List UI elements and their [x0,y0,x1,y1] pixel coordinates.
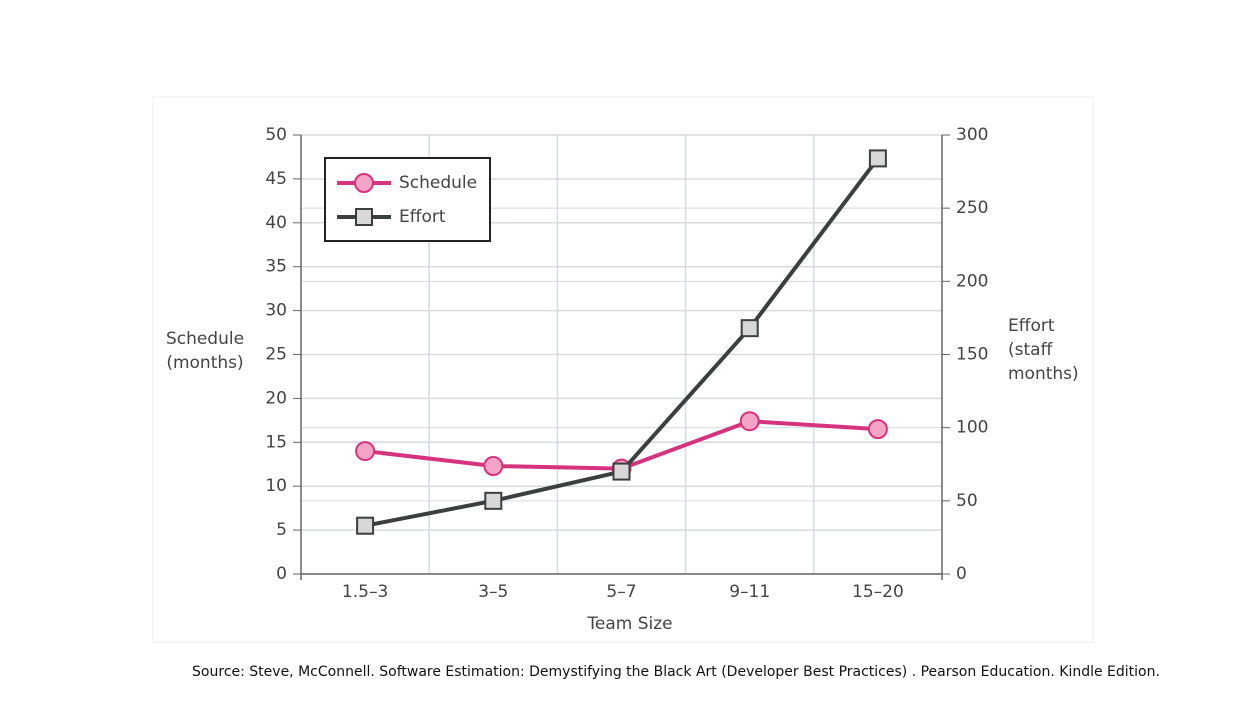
data-point [356,516,375,535]
data-point [484,491,503,510]
y-tick-label: 20 [265,388,287,408]
y-tick-label: 5 [276,520,287,540]
x-tick-label: 3–5 [478,582,508,602]
legend-label: Effort [399,207,446,227]
source-note: Source: Steve, McConnell. Software Estim… [192,664,1160,680]
y2-axis-label: (staff [1008,340,1054,360]
x-tick-label: 15–20 [852,582,904,602]
x-tick-label: 9–11 [729,582,770,602]
data-point [355,441,376,462]
y2-tick-label: 250 [956,198,988,218]
y-tick-label: 30 [265,301,287,321]
y-tick-label: 0 [276,564,287,584]
y-tick-label: 45 [265,169,287,189]
y-tick-label: 25 [265,345,287,365]
y2-tick-label: 0 [956,564,967,584]
legend-marker [355,208,373,226]
data-point [868,149,887,168]
data-point [612,462,631,481]
y-tick-label: 35 [265,257,287,277]
y-axis-label: Schedule [166,329,244,349]
y2-tick-label: 300 [956,125,988,145]
y2-tick-label: 200 [956,271,988,291]
y2-tick-label: 100 [956,418,988,438]
data-point [740,319,759,338]
y2-tick-label: 150 [956,345,988,365]
data-point [739,411,760,432]
y2-axis-label: months) [1008,364,1079,384]
data-point [483,456,504,477]
chart-panel [152,96,1094,643]
y2-tick-label: 50 [956,491,978,511]
y-tick-label: 50 [265,125,287,145]
legend-box [324,157,491,242]
x-axis-label: Team Size [586,614,672,634]
x-tick-label: 1.5–3 [342,582,388,602]
data-point [867,419,888,440]
x-tick-label: 5–7 [606,582,636,602]
legend-marker [354,173,374,193]
y2-axis-label: Effort [1008,316,1055,336]
legend-label: Schedule [399,173,477,193]
y-tick-label: 40 [265,213,287,233]
y-tick-label: 10 [265,476,287,496]
y-axis-label: (months) [166,353,243,373]
y-tick-label: 15 [265,432,287,452]
